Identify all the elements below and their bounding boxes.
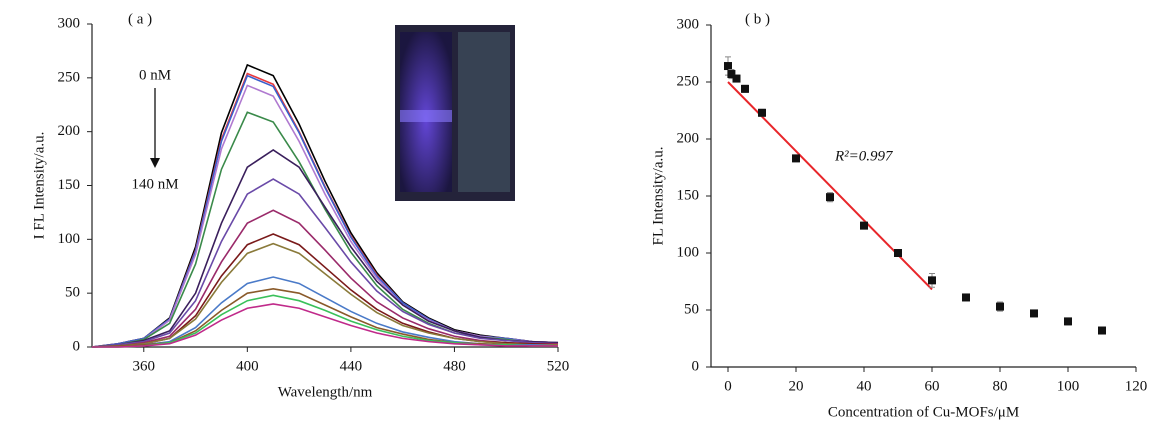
- arrow-head: [150, 158, 160, 168]
- x-axis-label: Concentration of Cu-MOFs/μM: [828, 404, 1019, 420]
- spectrum-line: [92, 303, 558, 348]
- x-tick-label: 40: [857, 378, 872, 394]
- point: [732, 74, 741, 83]
- x-tick-label: 80: [993, 378, 1008, 394]
- point: [928, 276, 936, 285]
- x-tick-label: 100: [1057, 378, 1080, 394]
- point: [727, 70, 736, 79]
- x-tick-label: 400: [236, 358, 259, 374]
- point: [724, 62, 732, 71]
- x-tick-label: 440: [340, 358, 363, 374]
- x-tick-label: 20: [789, 378, 804, 394]
- annotation: 140 nM: [131, 176, 178, 192]
- x-tick-label: 520: [547, 358, 570, 374]
- x-axis-label: Wavelength/nm: [278, 384, 373, 400]
- y-tick-label: 300: [677, 16, 700, 32]
- y-tick-label: 0: [692, 358, 700, 374]
- y-axis-label: FL Intensity/a.u.: [650, 146, 666, 245]
- x-tick-label: 120: [1125, 378, 1148, 394]
- panel-label: ( a ): [128, 11, 152, 27]
- x-tick-label: 360: [133, 358, 156, 374]
- point: [741, 84, 749, 93]
- y-tick-label: 0: [73, 338, 81, 354]
- point: [792, 154, 800, 163]
- y-tick-label: 100: [677, 244, 700, 260]
- spectrum-line: [91, 84, 559, 348]
- point: [860, 221, 868, 230]
- panel-label: ( b ): [745, 11, 770, 27]
- x-tick-label: 480: [443, 358, 466, 374]
- y-tick-label: 50: [65, 285, 80, 301]
- annotation: R²=0.997: [834, 148, 894, 164]
- point: [1064, 317, 1072, 326]
- y-tick-label: 100: [58, 231, 81, 247]
- y-tick-label: 250: [677, 73, 700, 89]
- y-tick-label: 200: [677, 130, 700, 146]
- annotation: 0 nM: [139, 67, 171, 83]
- axis: [710, 25, 1136, 368]
- y-tick-label: 250: [58, 69, 81, 85]
- y-tick-label: 150: [58, 177, 81, 193]
- point: [962, 293, 970, 302]
- point: [826, 193, 834, 202]
- spectrum-line: [91, 178, 559, 348]
- y-axis-label: I FL Intensity/a.u.: [31, 132, 47, 240]
- point: [1098, 326, 1106, 335]
- y-tick-label: 300: [58, 15, 81, 31]
- y-tick-label: 50: [684, 301, 699, 317]
- point: [1030, 309, 1038, 318]
- x-tick-label: 0: [724, 378, 732, 394]
- spectrum-line: [91, 209, 558, 348]
- x-tick-label: 60: [925, 378, 940, 394]
- spectrum-line: [91, 149, 559, 348]
- point: [894, 249, 902, 257]
- y-tick-label: 150: [677, 187, 700, 203]
- inset-photo: [395, 25, 515, 201]
- point: [996, 302, 1004, 311]
- spectrum-line: [91, 242, 558, 348]
- point: [758, 108, 766, 117]
- y-tick-label: 200: [58, 123, 81, 139]
